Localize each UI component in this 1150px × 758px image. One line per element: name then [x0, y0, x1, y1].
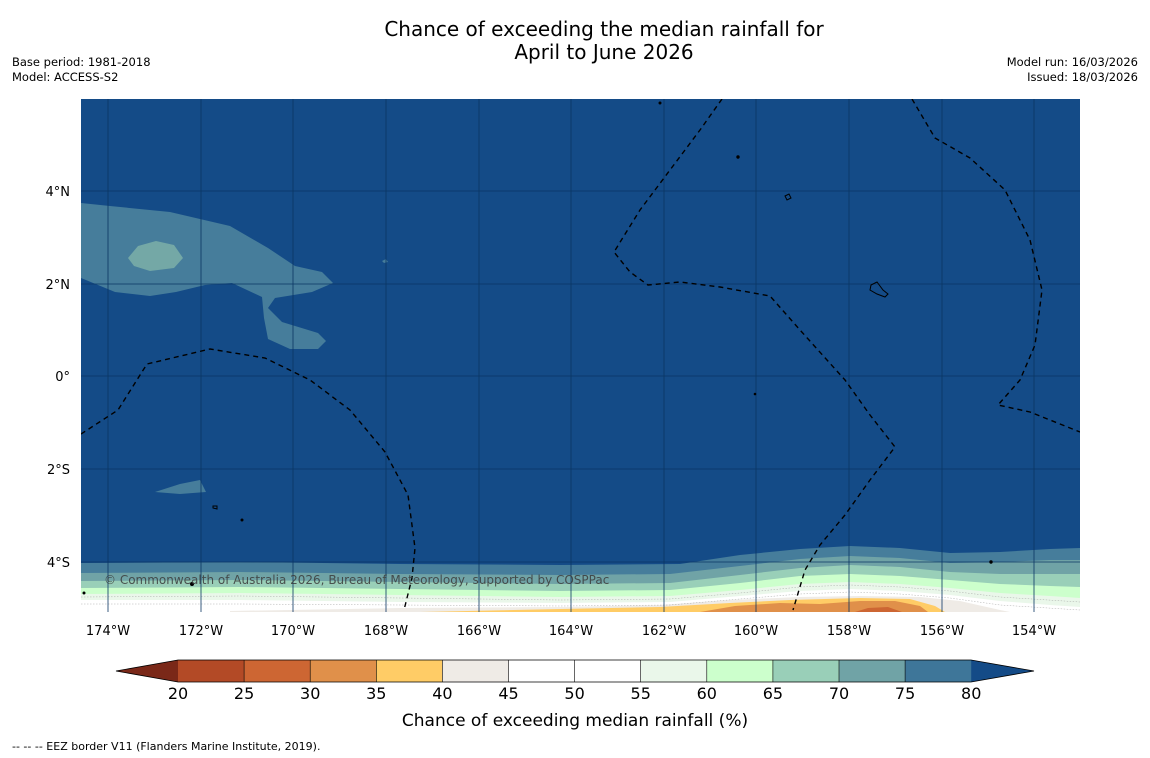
- lat-label-2s: 2°S: [47, 463, 70, 478]
- title-line-2: April to June 2026: [514, 40, 694, 64]
- lon-label-162w: 162°W: [642, 624, 686, 639]
- rainfall-contours: [81, 203, 1080, 612]
- eez-border-east: [911, 99, 1080, 433]
- island-small-4: [190, 582, 194, 586]
- colorbar-over-arrow: [971, 660, 1034, 682]
- lon-label-170w: 170°W: [271, 624, 315, 639]
- band-25: [855, 607, 902, 612]
- colorbar-segment-45-50: [508, 660, 575, 682]
- eez-border-kiribati-west: [81, 348, 416, 611]
- contour-70-northwest: [128, 241, 183, 271]
- colorbar-segment-35-40: [376, 660, 443, 682]
- eez-border-line-islands: [613, 99, 896, 611]
- lon-label-172w: 172°W: [179, 624, 223, 639]
- ocean-background: [81, 99, 1080, 612]
- island-small-6: [753, 392, 757, 396]
- colorbar-segment-70-75: [839, 660, 906, 682]
- colorbar-tick-55: 55: [631, 684, 651, 703]
- copyright-notice: © Commonwealth of Australia 2026, Bureau…: [104, 573, 609, 587]
- title-line-1: Chance of exceeding the median rainfall …: [384, 17, 824, 41]
- lon-label-168w: 168°W: [364, 624, 408, 639]
- colorbar-tick-65: 65: [763, 684, 783, 703]
- lat-label-4s: 4°S: [47, 556, 70, 571]
- island-small-1: [736, 155, 740, 159]
- colorbar-tick-40: 40: [432, 684, 452, 703]
- gridlines: [81, 99, 1080, 612]
- islands: [82, 101, 993, 595]
- island-small-5: [989, 560, 993, 564]
- lon-label-174w: 174°W: [86, 624, 130, 639]
- map-panel: © Commonwealth of Australia 2026, Bureau…: [81, 99, 1080, 612]
- colorbar-segment-25-30: [244, 660, 311, 682]
- longitude-labels: 174°W 172°W 170°W 168°W 166°W 164°W 162°…: [86, 624, 1056, 639]
- lat-label-0: 0°: [55, 370, 70, 385]
- island-teraina: [784, 193, 792, 201]
- colorbar-segment-65-70: [772, 660, 839, 682]
- meta-right: Model run: 16/03/2026 Issued: 18/03/2026: [1007, 55, 1138, 85]
- island-small-2: [658, 101, 662, 105]
- colorbar-tick-20: 20: [168, 684, 188, 703]
- latitude-labels: 4°N 2°N 0° 2°S 4°S: [46, 185, 71, 571]
- base-period: Base period: 1981-2018: [12, 55, 151, 69]
- map-title: Chance of exceeding the median rainfall …: [0, 18, 1150, 64]
- eez-borders: [81, 99, 1080, 611]
- island-small-3: [240, 518, 244, 522]
- meta-left: Base period: 1981-2018 Model: ACCESS-S2: [12, 55, 151, 85]
- colorbar-outline: [115, 659, 1035, 683]
- island-small-7: [82, 591, 86, 595]
- colorbar-dividers: [243, 660, 906, 682]
- model-name: Model: ACCESS-S2: [12, 70, 119, 84]
- lon-label-154w: 154°W: [1012, 624, 1056, 639]
- colorbar-tick-labels: 20 25 30 35 40 45 50 55 60 65 70 75 80: [168, 684, 982, 703]
- colorbar-tick-50: 50: [564, 684, 584, 703]
- contour-line-1: [81, 584, 1080, 603]
- colorbar-tick-60: 60: [697, 684, 717, 703]
- colorbar-tick-35: 35: [366, 684, 386, 703]
- lon-label-158w: 158°W: [827, 624, 871, 639]
- colorbar-segment-30-35: [310, 660, 377, 682]
- model-run: Model run: 16/03/2026: [1006, 55, 1138, 69]
- issued-date: Issued: 18/03/2026: [1027, 70, 1138, 84]
- contour-small-dot: [382, 259, 388, 263]
- colorbar-title: Chance of exceeding median rainfall (%): [402, 711, 748, 731]
- contour-lines: [81, 584, 1080, 611]
- colorbar-under-arrow: [116, 660, 178, 682]
- colorbar-tick-25: 25: [234, 684, 254, 703]
- colorbar-segment-55-60: [640, 660, 707, 682]
- colorbar-segment-20-25: [178, 660, 245, 682]
- colorbar-segment-60-65: [706, 660, 773, 682]
- contour-75-southwest: [155, 480, 206, 494]
- lon-label-156w: 156°W: [920, 624, 964, 639]
- lon-label-166w: 166°W: [457, 624, 501, 639]
- colorbar-segment-75-80: [905, 660, 972, 682]
- colorbar-tick-70: 70: [829, 684, 849, 703]
- island-jarvis: [212, 505, 218, 510]
- colorbar-tick-80: 80: [961, 684, 981, 703]
- contour-75-northwest: [81, 203, 333, 349]
- colorbar-tick-75: 75: [895, 684, 915, 703]
- lat-label-2n: 2°N: [46, 278, 71, 293]
- island-kiritimati: [869, 281, 889, 298]
- lat-label-4n: 4°N: [46, 185, 71, 200]
- contour-line-2: [81, 591, 1080, 611]
- lon-label-160w: 160°W: [734, 624, 778, 639]
- colorbar-tick-30: 30: [300, 684, 320, 703]
- colorbar: 20 25 30 35 40 45 50 55 60 65 70 75 80 C…: [115, 659, 1035, 731]
- colorbar-segment-40-45: [442, 660, 509, 682]
- lon-label-164w: 164°W: [549, 624, 593, 639]
- colorbar-tick-45: 45: [498, 684, 518, 703]
- eez-footnote: -- -- -- EEZ border V11 (Flanders Marine…: [12, 740, 321, 753]
- colorbar-segment-50-55: [574, 660, 641, 682]
